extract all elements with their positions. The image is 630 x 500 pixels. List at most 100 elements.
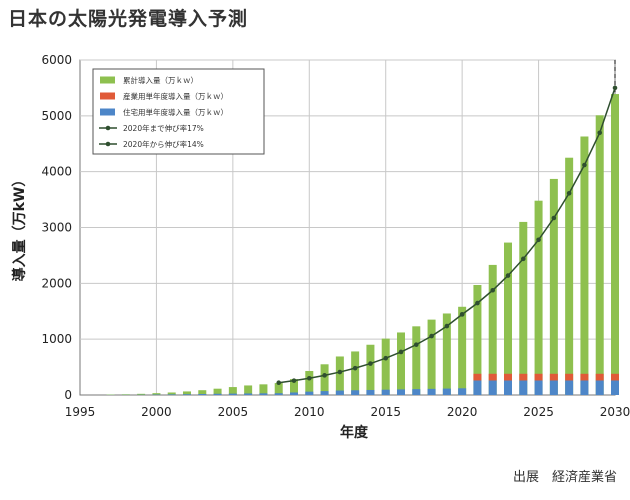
bar-cumulative <box>290 379 298 395</box>
legend-label: 累計導入量（万ｋｗ） <box>123 75 198 85</box>
bar-residential <box>488 380 497 395</box>
x-tick-label: 2000 <box>141 405 172 419</box>
bar-residential <box>320 391 329 395</box>
bar-residential <box>351 390 360 395</box>
bar-residential <box>198 393 207 395</box>
x-tick-label: 2010 <box>294 405 325 419</box>
growth-lines <box>276 85 618 386</box>
bar-cumulative <box>137 393 146 395</box>
growth-point-from-2020 <box>475 300 480 306</box>
bar-cumulative <box>320 364 329 395</box>
growth-point-from-2020 <box>459 312 465 317</box>
x-tick-label: 2015 <box>370 405 401 419</box>
bar-cumulative <box>335 356 344 395</box>
growth-point-to-2020 <box>306 375 312 381</box>
growth-point-to-2020 <box>383 355 389 361</box>
growth-point-to-2020 <box>337 369 343 375</box>
bar-cumulative <box>198 390 207 395</box>
bar-cumulative <box>458 306 467 395</box>
growth-point-from-2020 <box>536 237 541 243</box>
bar-cumulative <box>397 332 405 395</box>
bar-residential <box>335 390 344 395</box>
bar-residential <box>244 393 253 395</box>
bar-industrial <box>565 373 574 381</box>
y-tick-label: 1000 <box>41 332 72 346</box>
bar-industrial <box>595 373 604 381</box>
bar-residential <box>549 380 558 395</box>
source-note: 出展 経済産業省 <box>513 470 618 485</box>
bar-residential <box>259 393 268 395</box>
bar-cumulative <box>580 136 589 395</box>
legend-label: 2020年から伸び率14% <box>123 139 204 149</box>
y-tick-label: 6000 <box>41 53 72 67</box>
x-tick-label: 2030 <box>600 405 630 419</box>
legend-label: 2020年まで伸び率17% <box>123 123 204 133</box>
bar-cumulative <box>519 221 528 395</box>
growth-point-to-2020 <box>444 323 450 329</box>
legend-swatch-marker <box>105 141 111 147</box>
growth-point-to-2020 <box>291 378 297 383</box>
bar-residential <box>274 393 283 395</box>
bars <box>106 94 619 396</box>
bar-residential <box>458 388 467 395</box>
bar-residential <box>519 380 528 395</box>
y-tick-label: 2000 <box>41 276 72 290</box>
legend-swatch-bar <box>100 108 115 116</box>
bar-residential <box>534 380 543 395</box>
x-axis-title: 年度 <box>340 424 369 441</box>
x-tick-label: 2005 <box>218 405 249 419</box>
bar-cumulative <box>259 384 268 395</box>
bar-cumulative <box>366 344 375 395</box>
bar-cumulative <box>305 370 314 395</box>
bar-cumulative <box>488 264 497 395</box>
bar-cumulative <box>381 338 390 395</box>
bar-residential <box>595 380 604 395</box>
bar-cumulative <box>244 385 253 395</box>
y-tick-label: 0 <box>64 388 72 402</box>
axes: 0 1000 2000 3000 4000 5000 6000 1995 2000 2005 201… <box>11 53 630 441</box>
y-tick-label: 5000 <box>41 109 72 123</box>
bar-cumulative <box>106 394 115 395</box>
bar-residential <box>442 388 451 395</box>
bar-residential <box>167 394 176 395</box>
growth-point-from-2020 <box>490 287 496 293</box>
legend: 累計導入量（万ｋｗ） 産業用単年度導入量（万ｋｗ） 住宅用単年度導入量（万ｋｗ） 20… <box>92 68 265 155</box>
bar-cumulative <box>412 326 421 395</box>
bar-cumulative <box>442 313 451 395</box>
growth-point-to-2020 <box>352 365 358 371</box>
y-tick-label: 4000 <box>41 165 72 179</box>
bar-cumulative <box>274 383 283 395</box>
bar-cumulative <box>534 200 543 395</box>
bar-cumulative <box>213 388 222 395</box>
x-tick-label: 2025 <box>523 405 554 419</box>
bar-industrial <box>580 373 589 381</box>
bar-cumulative <box>351 351 360 395</box>
bar-cumulative <box>504 242 512 395</box>
bar-industrial <box>488 373 497 381</box>
x-tick-label: 1995 <box>65 405 96 419</box>
legend-label: 住宅用単年度導入量（万ｋｗ） <box>123 107 228 117</box>
bar-cumulative <box>228 387 237 395</box>
legend-box <box>92 68 265 155</box>
bar-residential <box>611 380 619 395</box>
bar-residential <box>213 393 222 395</box>
bar-cumulative <box>549 178 558 395</box>
bar-cumulative <box>121 394 130 395</box>
x-tick-label: 2020 <box>447 405 478 419</box>
legend-swatch-bar <box>100 92 115 100</box>
bar-cumulative <box>473 285 482 395</box>
growth-point-to-2020 <box>368 361 373 366</box>
legend-swatch-marker <box>105 125 111 131</box>
legend-label: 産業用単年度導入量（万ｋｗ） <box>123 91 228 101</box>
growth-point-to-2020 <box>429 333 434 339</box>
growth-point-from-2020 <box>520 256 526 262</box>
bar-residential <box>473 380 482 395</box>
bar-industrial <box>611 373 619 381</box>
y-tick-label: 3000 <box>41 221 72 235</box>
bar-residential <box>183 394 191 395</box>
bar-cumulative <box>152 393 161 395</box>
bar-residential <box>228 393 237 395</box>
bar-residential <box>305 391 314 395</box>
bar-industrial <box>519 373 528 381</box>
